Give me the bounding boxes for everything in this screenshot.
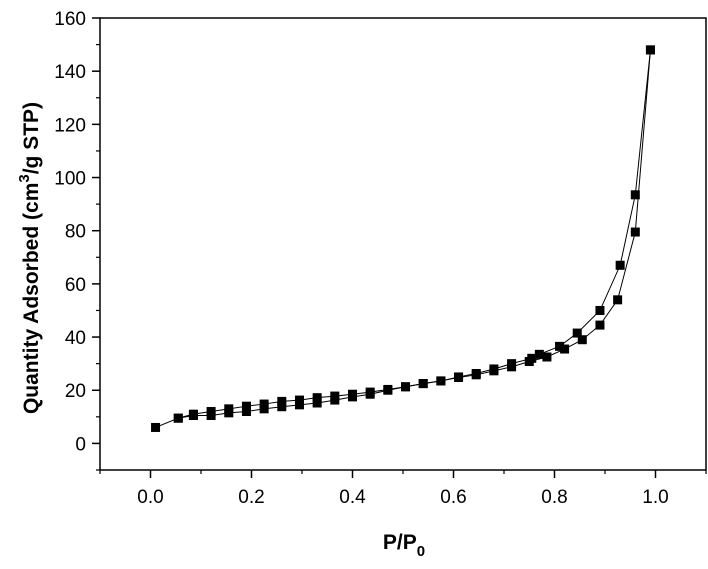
desorption-point: [572, 328, 582, 338]
x-tick-label: 0.2: [238, 487, 264, 508]
data-points: [151, 45, 655, 432]
adsorption-point: [630, 227, 640, 237]
adsorption-point: [259, 404, 269, 414]
y-tick-label: 120: [54, 115, 86, 136]
desorption-line: [178, 49, 651, 419]
adsorption-point: [312, 398, 322, 408]
desorption-point: [241, 401, 251, 411]
desorption-point: [418, 379, 428, 389]
x-tick-label: 0.4: [339, 487, 366, 508]
desorption-point: [595, 305, 605, 315]
adsorption-point: [277, 402, 287, 412]
desorption-point: [312, 393, 322, 403]
x-axis-title: P/P0: [383, 531, 425, 560]
desorption-point: [188, 409, 198, 419]
x-tick-label: 1.0: [642, 487, 668, 508]
desorption-point: [259, 399, 269, 409]
adsorption-point: [241, 407, 251, 417]
x-tick-label: 0.0: [137, 487, 163, 508]
desorption-point: [507, 359, 517, 369]
adsorption-point: [595, 320, 605, 330]
y-tick-label: 100: [54, 169, 86, 190]
x-tick-label: 0.8: [541, 487, 567, 508]
y-tick-label: 0: [75, 434, 86, 455]
desorption-point: [330, 391, 340, 401]
y-tick-label: 60: [65, 275, 86, 296]
desorption-point: [224, 404, 234, 414]
desorption-point: [365, 387, 375, 397]
desorption-point: [534, 349, 544, 359]
adsorption-point: [613, 295, 623, 305]
y-tick-label: 80: [65, 222, 86, 243]
series-lines: [155, 49, 651, 428]
desorption-point: [615, 260, 625, 270]
y-tick-label: 160: [54, 9, 86, 30]
desorption-point: [489, 364, 499, 374]
desorption-point: [630, 190, 640, 200]
adsorption-point: [577, 335, 587, 345]
desorption-point: [555, 341, 565, 351]
adsorption-point: [151, 422, 161, 432]
desorption-point: [436, 376, 446, 386]
adsorption-line: [155, 49, 651, 428]
desorption-point: [454, 372, 464, 382]
y-axis-title: Quantity Adsorbed (cm3/g STP): [16, 102, 43, 414]
desorption-point: [383, 384, 393, 394]
desorption-point: [645, 45, 655, 55]
desorption-point: [277, 396, 287, 406]
y-tick-label: 140: [54, 62, 86, 83]
desorption-point: [294, 395, 304, 405]
axis-ticks: [92, 17, 707, 478]
adsorption-point: [542, 352, 552, 362]
adsorption-point: [294, 400, 304, 410]
desorption-point: [348, 389, 357, 399]
y-tick-label: 20: [65, 381, 86, 402]
x-tick-label: 0.6: [440, 487, 466, 508]
desorption-point: [401, 382, 411, 392]
plot-border: [99, 17, 707, 471]
plot-frame: [99, 17, 707, 471]
desorption-point: [206, 407, 216, 417]
tick-labels: 0.0 0.2 0.4 0.6 0.8 1.0 0 20 40 60 80 100 120 140 160: [54, 9, 668, 508]
y-tick-label: 40: [65, 328, 86, 349]
adsorption-point: [560, 344, 570, 354]
desorption-point: [173, 413, 183, 423]
desorption-point: [527, 353, 537, 363]
desorption-point: [471, 368, 481, 378]
